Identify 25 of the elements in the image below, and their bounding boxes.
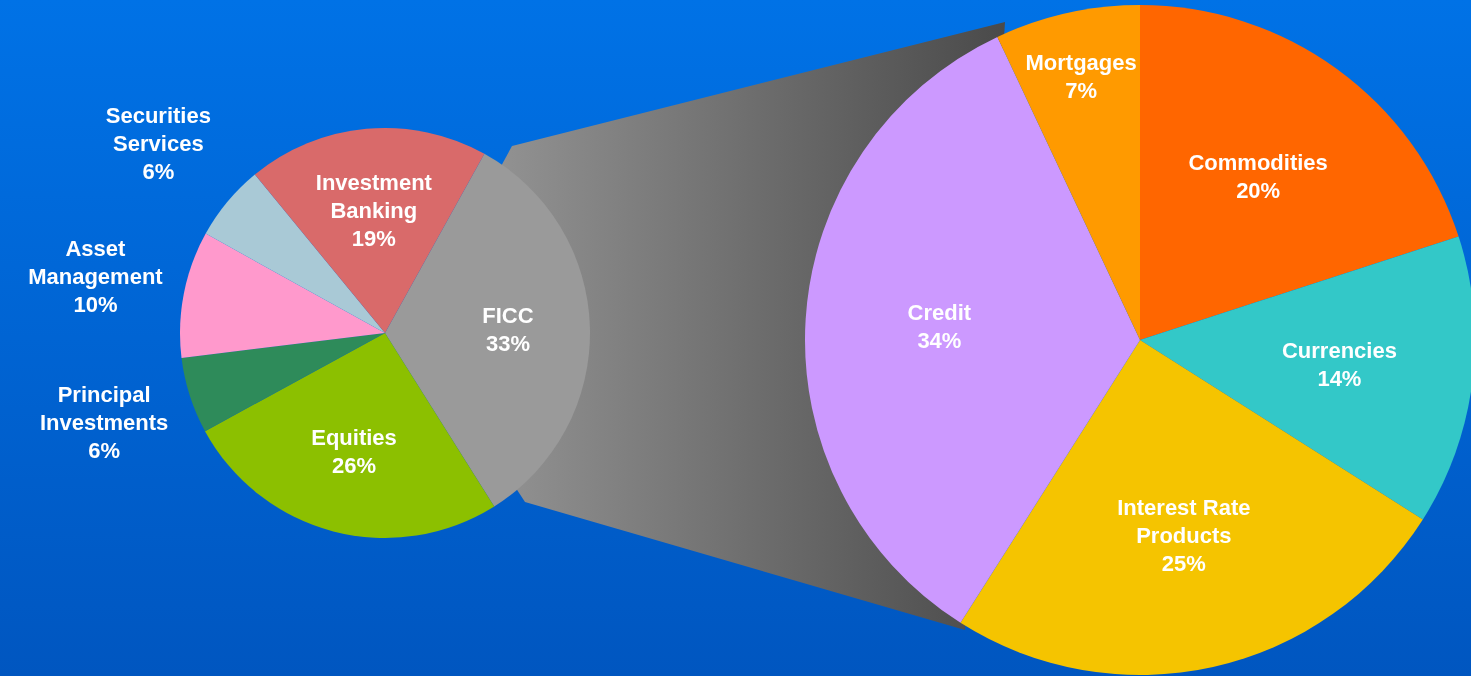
data-label: 33% [485,330,530,356]
data-label: 25% [1161,551,1206,577]
data-label: 14% [1317,366,1362,392]
data-label: 34% [917,328,962,354]
data-label: 6% [142,159,175,185]
slice-label: Currencies [1281,338,1397,364]
slice-label: Interest Rate Products [1117,495,1251,549]
data-label: 10% [73,291,118,317]
data-label: 19% [351,225,396,251]
pie-slice [1140,5,1459,340]
slice-label: Securities Services [105,103,211,157]
pie-slice [254,128,485,333]
slice-label: Principal Investments [39,382,169,436]
data-label: 20% [1236,178,1281,204]
slice-label: Credit [907,300,972,326]
data-label: 26% [331,453,377,479]
slice-label: Investment Banking [315,169,433,223]
slice-label: Equities [311,425,397,451]
slice-label: Mortgages [1025,49,1137,75]
slice-label: Asset Management [28,235,164,289]
data-label: 7% [1065,77,1097,103]
data-label: 6% [88,438,121,464]
pie-slice [997,5,1140,340]
slice-label: FICC [482,302,534,328]
slice-label: Commodities [1188,150,1328,176]
